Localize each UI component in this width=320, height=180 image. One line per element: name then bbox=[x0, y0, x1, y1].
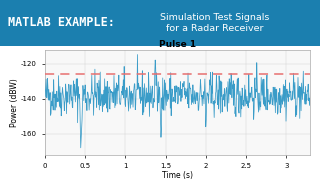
Y-axis label: Power (dBW): Power (dBW) bbox=[10, 78, 19, 127]
Text: Simulation Test Signals
for a Radar Receiver: Simulation Test Signals for a Radar Rece… bbox=[160, 13, 269, 33]
X-axis label: Time (s): Time (s) bbox=[162, 170, 193, 179]
Title: Pulse 1: Pulse 1 bbox=[159, 40, 196, 49]
Text: MATLAB EXAMPLE:: MATLAB EXAMPLE: bbox=[8, 16, 115, 30]
